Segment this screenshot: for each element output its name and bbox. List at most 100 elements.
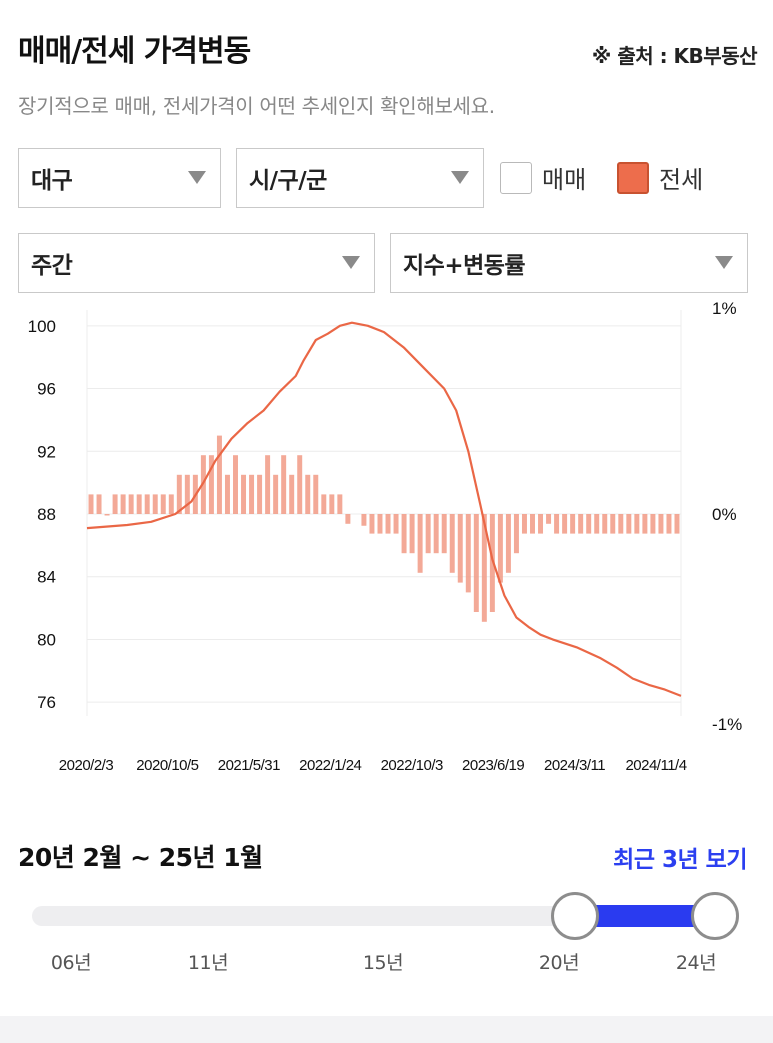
rate-bar bbox=[618, 514, 624, 534]
rate-bar bbox=[497, 514, 503, 583]
rate-bar bbox=[546, 514, 552, 524]
left-axis: 100 96 92 88 84 80 76 bbox=[28, 317, 56, 712]
rate-bar bbox=[586, 514, 592, 534]
jeonse-checkbox[interactable]: 전세 bbox=[617, 160, 703, 195]
rate-bar bbox=[273, 474, 279, 514]
chevron-down-icon bbox=[188, 171, 206, 184]
rate-bar bbox=[449, 514, 455, 573]
rate-bar bbox=[321, 494, 327, 514]
metric-select-value: 지수+변동률 bbox=[403, 253, 526, 279]
right-axis: 1% 0% -1% bbox=[712, 300, 742, 734]
left-tick-label: 92 bbox=[37, 442, 56, 461]
rate-bar bbox=[385, 514, 391, 534]
right-tick-label: -1% bbox=[712, 715, 742, 734]
rate-bar bbox=[152, 494, 158, 514]
rate-bar bbox=[530, 514, 535, 534]
left-tick-label: 88 bbox=[37, 505, 56, 524]
rate-bar bbox=[289, 474, 295, 514]
slider-tick-label: 15년 bbox=[362, 952, 404, 974]
slider-tick-label: 11년 bbox=[187, 952, 229, 974]
rate-bar bbox=[144, 494, 150, 514]
rate-bar bbox=[184, 474, 190, 514]
rate-bar bbox=[136, 494, 142, 514]
right-tick-label: 0% bbox=[712, 505, 737, 524]
left-tick-label: 80 bbox=[37, 630, 56, 649]
rate-bar bbox=[305, 474, 311, 514]
rate-bar bbox=[329, 494, 335, 514]
left-tick-label: 96 bbox=[37, 380, 56, 399]
rate-bar bbox=[642, 514, 648, 534]
checkbox-checked-icon[interactable] bbox=[617, 161, 649, 194]
right-tick-label: 1% bbox=[712, 300, 737, 318]
district-select-value: 시/구/군 bbox=[249, 168, 327, 194]
rate-bar bbox=[513, 514, 519, 554]
rate-bar bbox=[521, 514, 527, 534]
rate-bar bbox=[88, 494, 94, 514]
slider-tick-label: 20년 bbox=[538, 952, 580, 974]
rate-bar bbox=[441, 514, 447, 554]
rate-bar bbox=[505, 514, 511, 573]
rate-bar bbox=[112, 494, 118, 514]
rate-bar bbox=[257, 474, 263, 514]
period-select[interactable]: 주간 bbox=[18, 233, 375, 293]
metric-select[interactable]: 지수+변동률 bbox=[390, 233, 748, 293]
rate-bar bbox=[249, 474, 255, 514]
rate-bar bbox=[281, 455, 287, 514]
chevron-down-icon bbox=[451, 171, 469, 184]
rate-bar bbox=[570, 514, 576, 534]
price-chart[interactable]: 100 96 92 88 84 80 76 1% 0% -1% 2020/2/3 2020/10/… bbox=[0, 300, 773, 780]
slider-tick-label: 24년 bbox=[675, 952, 717, 974]
rate-bar bbox=[610, 514, 616, 534]
x-tick-label: 2021/5/31 bbox=[218, 757, 280, 774]
region-select[interactable]: 대구 bbox=[18, 148, 221, 208]
rate-bar bbox=[409, 514, 415, 554]
rate-bar bbox=[433, 514, 439, 554]
rate-bar bbox=[465, 514, 471, 593]
rate-bar bbox=[417, 514, 423, 573]
jeonse-checkbox-label: 전세 bbox=[659, 166, 704, 194]
rate-bar bbox=[578, 514, 584, 534]
range-end-handle[interactable] bbox=[691, 892, 739, 940]
rate-bar bbox=[176, 474, 182, 514]
rate-bar bbox=[216, 435, 222, 514]
rate-bar bbox=[594, 514, 600, 534]
x-axis: 2020/2/3 2020/10/5 2021/5/31 2022/1/24 2022/… bbox=[59, 757, 687, 774]
x-tick-label: 2024/3/11 bbox=[544, 757, 605, 774]
rate-bar bbox=[369, 514, 375, 534]
rate-bar bbox=[96, 494, 102, 514]
rate-bar bbox=[674, 514, 680, 534]
rate-bar bbox=[457, 514, 463, 583]
year-range-selected bbox=[574, 905, 714, 927]
rate-bar bbox=[425, 514, 431, 554]
district-select[interactable]: 시/구/군 bbox=[236, 148, 484, 208]
rate-bar bbox=[104, 514, 110, 516]
chevron-down-icon bbox=[715, 256, 733, 269]
x-tick-label: 2020/2/3 bbox=[59, 757, 114, 774]
rate-bar bbox=[658, 514, 664, 534]
rate-bar bbox=[626, 514, 632, 534]
x-tick-label: 2023/6/19 bbox=[462, 757, 524, 774]
sale-checkbox[interactable]: 매매 bbox=[500, 160, 586, 195]
rate-bar bbox=[473, 514, 479, 612]
x-tick-label: 2022/1/24 bbox=[299, 757, 361, 774]
page-title: 매매/전세 가격변동 bbox=[18, 34, 251, 69]
period-select-value: 주간 bbox=[31, 253, 73, 279]
rate-bar bbox=[160, 494, 166, 514]
slider-tick-label: 06년 bbox=[50, 952, 92, 974]
rate-bar bbox=[297, 455, 303, 514]
recent-3-years-button[interactable]: 최근 3년 보기 bbox=[613, 847, 747, 873]
rate-bar bbox=[481, 514, 487, 622]
x-tick-label: 2022/10/3 bbox=[381, 757, 443, 774]
rate-bar bbox=[345, 514, 351, 524]
footer-divider bbox=[0, 1016, 773, 1043]
x-tick-label: 2024/11/4 bbox=[625, 757, 686, 774]
rate-bar bbox=[241, 474, 247, 514]
data-source: ※ 출처 : KB부동산 bbox=[591, 44, 758, 68]
rate-bar bbox=[337, 494, 343, 514]
checkbox-unchecked-icon[interactable] bbox=[500, 161, 532, 194]
rate-bar bbox=[128, 494, 134, 514]
rate-bar bbox=[208, 455, 214, 514]
rate-bar bbox=[602, 514, 608, 534]
range-start-handle[interactable] bbox=[551, 892, 599, 940]
x-tick-label: 2020/10/5 bbox=[136, 757, 198, 774]
